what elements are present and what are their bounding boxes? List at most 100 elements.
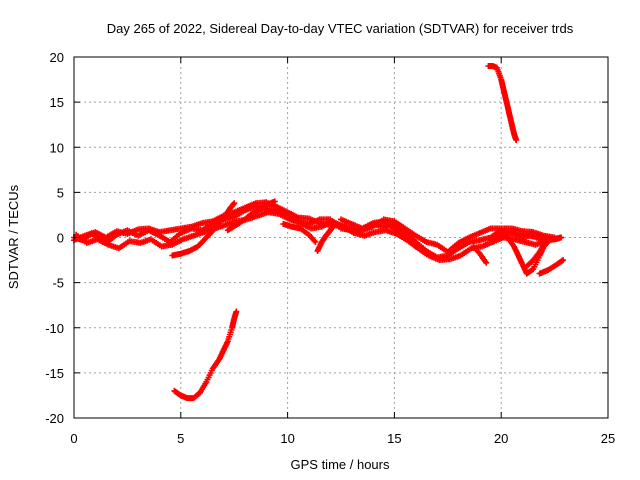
data-point <box>446 254 449 257</box>
x-tick-label: 0 <box>70 431 77 446</box>
data-point <box>414 240 417 244</box>
data-point <box>410 240 413 244</box>
data-point <box>314 240 317 244</box>
data-point <box>297 216 300 219</box>
data-point <box>288 218 291 221</box>
data-point <box>414 234 417 237</box>
x-tick-label: 10 <box>280 431 294 446</box>
data-point <box>363 234 366 237</box>
data-point <box>252 211 255 214</box>
data-point <box>136 234 140 237</box>
data-point <box>384 229 388 232</box>
data-point <box>299 227 302 230</box>
data-point <box>254 202 257 205</box>
data-point <box>267 211 270 214</box>
data-point <box>181 238 185 241</box>
data-point <box>226 229 229 232</box>
x-axis-label: GPS time / hours <box>291 457 390 472</box>
data-point <box>538 272 541 275</box>
data-point <box>228 207 232 210</box>
series-late-dip-b <box>523 241 547 270</box>
data-point <box>186 396 189 400</box>
series-dip-segment-b <box>314 221 338 254</box>
data-point <box>521 232 524 236</box>
data-point <box>510 231 514 235</box>
data-point <box>168 229 172 232</box>
data-point <box>318 218 321 221</box>
data-point <box>468 240 471 244</box>
data-point <box>316 249 319 253</box>
y-tick-label: -15 <box>45 366 64 381</box>
data-point <box>480 245 484 248</box>
data-point <box>487 64 490 68</box>
data-point <box>149 238 153 241</box>
data-point <box>83 234 86 237</box>
data-point <box>136 228 140 231</box>
x-tick-label: 15 <box>387 431 401 446</box>
series-mid-segment <box>338 216 415 245</box>
data-point <box>515 138 518 142</box>
y-tick-label: 5 <box>57 185 64 200</box>
data-point <box>403 227 407 230</box>
data-point <box>532 267 535 271</box>
data-point <box>188 249 191 253</box>
data-point <box>233 317 236 320</box>
data-point <box>107 243 110 246</box>
data-point <box>500 78 503 81</box>
data-point <box>561 258 565 262</box>
axis-ticks: 0 5 10 15 20 25 20 15 10 5 0 -5 -10 -15 -20 <box>45 50 615 446</box>
data-point <box>222 216 225 219</box>
data-point <box>506 105 509 108</box>
data-point <box>512 132 516 135</box>
data-point <box>374 230 377 234</box>
data-point <box>416 247 420 250</box>
data-point <box>324 234 328 237</box>
data-point <box>94 230 97 234</box>
data-point <box>352 231 355 235</box>
grid-lines <box>74 57 608 418</box>
data-point <box>341 225 345 228</box>
y-axis-label: SDTVAR / TECUs <box>6 184 21 289</box>
data-point <box>382 220 385 223</box>
data-point <box>190 225 193 228</box>
data-point <box>203 230 206 234</box>
data-point <box>201 221 204 225</box>
data-point <box>517 254 520 257</box>
data-point <box>320 240 323 244</box>
data-point <box>273 200 276 203</box>
series-rising-segment-a <box>169 200 238 259</box>
data-point <box>158 230 161 234</box>
data-point <box>218 358 221 361</box>
data-point <box>222 349 225 352</box>
data-point <box>192 396 195 400</box>
chart-title: Day 265 of 2022, Sidereal Day-to-day VTE… <box>107 21 574 36</box>
data-point <box>478 252 481 255</box>
data-point <box>115 230 118 233</box>
x-tick-label: 20 <box>494 431 508 446</box>
data-point <box>532 230 535 234</box>
series-late-tail-b <box>487 230 564 244</box>
data-point <box>459 254 462 257</box>
data-point <box>403 231 407 235</box>
data-point <box>275 205 279 208</box>
data-point <box>243 218 247 221</box>
data-point <box>401 234 405 237</box>
series-high-outlier <box>485 63 520 143</box>
series-late-spike <box>470 243 490 266</box>
data-point <box>555 263 558 266</box>
data-point <box>472 245 475 248</box>
data-point <box>233 202 236 205</box>
data-point <box>534 243 537 246</box>
data-point <box>393 220 396 223</box>
y-tick-label: -10 <box>45 321 64 336</box>
data-point <box>329 229 332 232</box>
data-point <box>547 268 550 272</box>
data-point <box>500 229 503 232</box>
data-point <box>525 265 528 268</box>
data-point <box>512 245 516 248</box>
data-point <box>286 211 289 214</box>
data-point <box>485 261 488 264</box>
y-tick-label: -5 <box>52 276 64 291</box>
data-point <box>74 233 78 236</box>
